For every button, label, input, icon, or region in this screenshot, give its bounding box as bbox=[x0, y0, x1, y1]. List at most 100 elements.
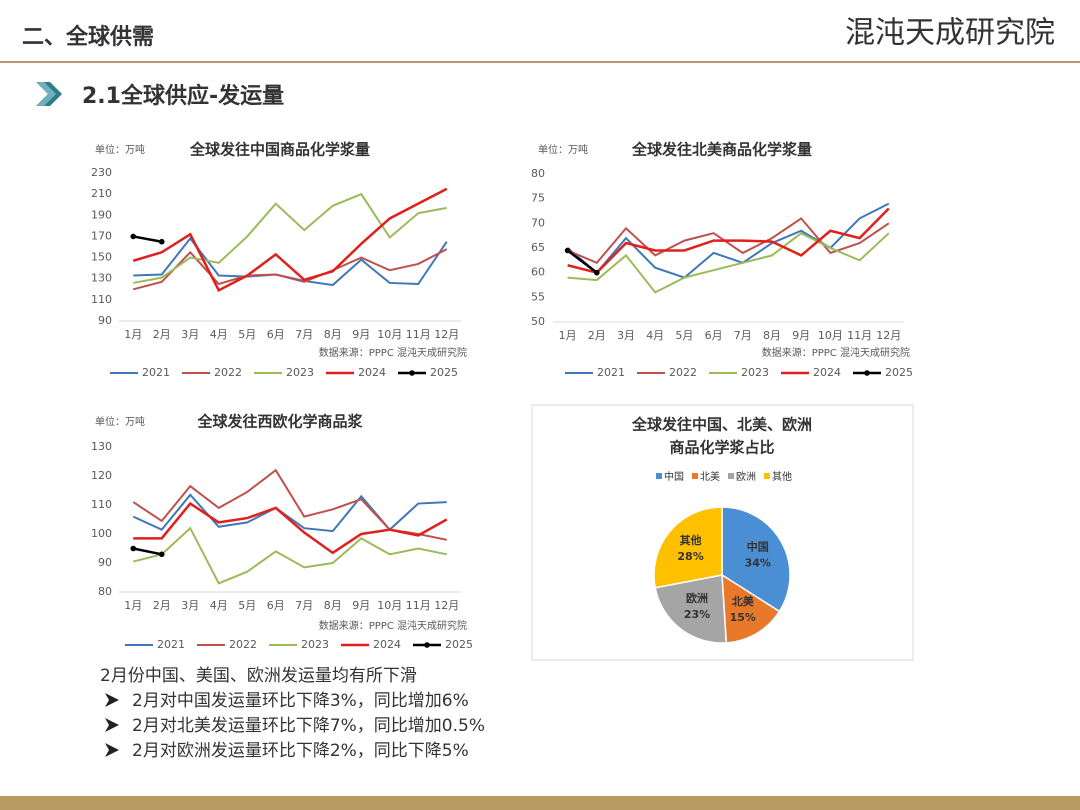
source-label: 数据来源：PPPC 混沌天成研究院 bbox=[762, 346, 910, 359]
chart-title: 全球发往中国商品化学浆量 bbox=[189, 141, 370, 159]
y-tick-label: 100 bbox=[91, 527, 112, 540]
legend-marker bbox=[864, 370, 870, 376]
unit-label: 单位：万吨 bbox=[95, 415, 145, 428]
y-tick-label: 190 bbox=[91, 208, 112, 221]
x-tick-label: 11月 bbox=[406, 599, 431, 612]
x-tick-label: 10月 bbox=[377, 328, 402, 341]
x-tick-label: 4月 bbox=[210, 328, 228, 341]
legend-label: 2021 bbox=[597, 366, 625, 379]
point-marker bbox=[130, 545, 137, 552]
point-marker bbox=[158, 238, 165, 245]
legend-marker bbox=[409, 370, 415, 376]
legend-label: 欧洲 bbox=[736, 471, 756, 483]
y-tick-label: 230 bbox=[91, 166, 112, 179]
series-line bbox=[567, 217, 890, 265]
x-tick-label: 2月 bbox=[588, 329, 606, 342]
bullet bbox=[105, 718, 119, 732]
x-tick-label: 11月 bbox=[406, 328, 431, 341]
legend-label: 2025 bbox=[430, 366, 458, 379]
legend-label: 2021 bbox=[157, 638, 185, 651]
legend-label: 2023 bbox=[301, 638, 329, 651]
chart-title: 全球发往西欧化学商品浆 bbox=[196, 413, 363, 431]
x-tick-label: 10月 bbox=[818, 329, 843, 342]
legend-label: 2022 bbox=[669, 366, 697, 379]
y-tick-label: 90 bbox=[98, 556, 112, 569]
x-tick-label: 5月 bbox=[238, 599, 256, 612]
bullets bbox=[105, 693, 119, 757]
chart-title: 全球发往北美商品化学浆量 bbox=[631, 141, 812, 159]
y-tick-label: 75 bbox=[531, 192, 545, 205]
point-marker bbox=[594, 269, 600, 276]
y-tick-label: 70 bbox=[531, 216, 545, 229]
y-tick-label: 50 bbox=[531, 315, 545, 328]
legend-label: 2022 bbox=[229, 638, 257, 651]
slice-value: 23% bbox=[684, 608, 710, 621]
note-item: 2月对欧洲发运量环比下降2%，同比下降5% bbox=[132, 741, 469, 761]
point-marker bbox=[158, 551, 165, 558]
series-line bbox=[132, 493, 447, 533]
footer-bar bbox=[0, 796, 1080, 810]
notes-intro: 2月份中国、美国、欧洲发运量均有所下滑 bbox=[100, 666, 417, 686]
pie-slice bbox=[721, 573, 781, 644]
point-marker bbox=[130, 233, 137, 240]
slice-name: 北美 bbox=[732, 594, 755, 608]
source-label: 数据来源：PPPC 混沌天成研究院 bbox=[319, 346, 467, 359]
legend-label: 2022 bbox=[214, 366, 242, 379]
x-tick-label: 3月 bbox=[181, 328, 199, 341]
x-tick-label: 1月 bbox=[559, 329, 577, 342]
pie-slice bbox=[653, 506, 723, 589]
unit-label: 单位：万吨 bbox=[95, 143, 145, 156]
pie-slice bbox=[654, 574, 728, 644]
slice-value: 15% bbox=[730, 611, 756, 624]
legend-label: 2025 bbox=[885, 366, 913, 379]
series-line bbox=[133, 235, 162, 243]
series-line bbox=[566, 202, 890, 279]
y-tick-label: 120 bbox=[91, 469, 112, 482]
x-tick-label: 6月 bbox=[267, 599, 285, 612]
series-line bbox=[132, 187, 448, 293]
y-tick-label: 110 bbox=[91, 293, 112, 306]
x-tick-label: 4月 bbox=[646, 329, 664, 342]
chart-title: 商品化学浆占比 bbox=[669, 439, 774, 457]
series-line bbox=[133, 547, 162, 556]
x-tick-label: 3月 bbox=[181, 599, 199, 612]
series-line bbox=[132, 248, 448, 291]
logo: 混沌天成研究院 bbox=[845, 16, 1055, 51]
bullet bbox=[105, 693, 119, 707]
y-tick-label: 210 bbox=[91, 187, 112, 200]
note-item: 2月对北美发运量环比下降7%，同比增加0.5% bbox=[132, 716, 485, 736]
x-tick-label: 3月 bbox=[617, 329, 635, 342]
legend-swatch bbox=[728, 473, 734, 479]
legend-swatch bbox=[692, 473, 698, 479]
slice-name: 中国 bbox=[747, 539, 769, 553]
x-tick-label: 12月 bbox=[876, 329, 901, 342]
legend-label: 2024 bbox=[373, 638, 401, 651]
legend-label: 2023 bbox=[286, 366, 314, 379]
x-tick-label: 7月 bbox=[295, 599, 313, 612]
y-tick-label: 80 bbox=[98, 585, 112, 598]
x-tick-label: 4月 bbox=[210, 599, 228, 612]
y-tick-label: 130 bbox=[91, 272, 112, 285]
y-tick-label: 80 bbox=[531, 167, 545, 180]
y-tick-label: 110 bbox=[91, 498, 112, 511]
x-tick-label: 8月 bbox=[324, 328, 342, 341]
legend-swatch bbox=[764, 473, 770, 479]
x-tick-label: 12月 bbox=[434, 599, 459, 612]
x-tick-label: 8月 bbox=[763, 329, 781, 342]
legend-label: 2025 bbox=[445, 638, 473, 651]
legend-label: 2023 bbox=[741, 366, 769, 379]
page-title: 二、全球供需 bbox=[22, 24, 154, 50]
section-icon-light bbox=[36, 82, 56, 106]
legend-label: 北美 bbox=[700, 470, 720, 483]
point-marker bbox=[564, 247, 571, 254]
section-title: 2.1全球供应-发运量 bbox=[82, 83, 284, 109]
x-tick-label: 8月 bbox=[324, 599, 342, 612]
x-tick-label: 5月 bbox=[675, 329, 693, 342]
series-line bbox=[133, 192, 447, 284]
x-tick-label: 9月 bbox=[792, 329, 810, 342]
x-tick-label: 10月 bbox=[377, 599, 402, 612]
series-line bbox=[567, 207, 890, 275]
y-tick-label: 60 bbox=[531, 266, 545, 279]
legend-label: 中国 bbox=[664, 470, 684, 483]
